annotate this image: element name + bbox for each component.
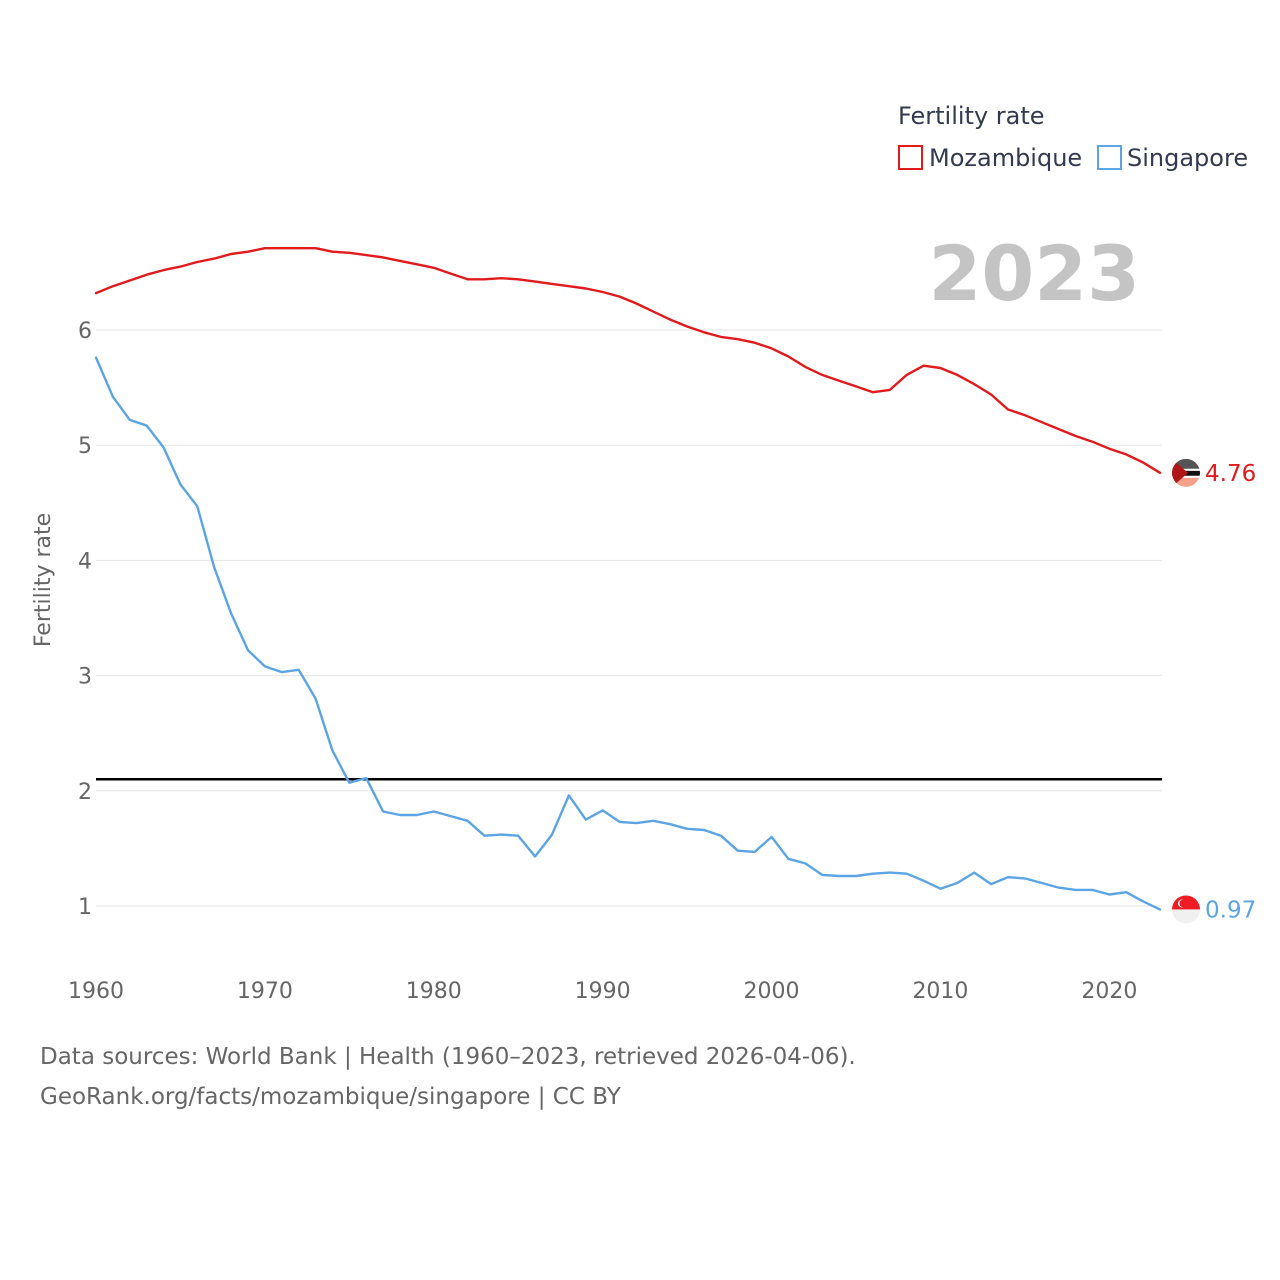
series-line-singapore [94, 356, 1162, 911]
x-tick-label: 1970 [237, 979, 293, 1004]
legend-item-singapore[interactable]: Singapore [1097, 144, 1248, 172]
x-tick-label: 2010 [912, 979, 968, 1004]
y-tick-label: 4 [78, 549, 92, 574]
y-tick-label: 2 [78, 780, 92, 805]
y-tick-label: 5 [78, 434, 92, 459]
x-tick-label: 1980 [406, 979, 462, 1004]
y-tick-label: 3 [78, 665, 92, 690]
y-axis-ticks: 1 2 3 4 5 6 [78, 319, 92, 920]
x-axis-ticks: 1960 1970 1980 1990 2000 2010 2020 [68, 979, 1137, 1004]
x-tick-label: 2000 [744, 979, 800, 1004]
series-line-mozambique [94, 246, 1162, 474]
legend-label-mozambique: Mozambique [929, 144, 1082, 172]
y-tick-label: 1 [78, 895, 92, 920]
y-tick-label: 6 [78, 319, 92, 344]
gridlines [96, 329, 1162, 907]
legend-swatch-singapore [1097, 145, 1122, 170]
footer-source: Data sources: World Bank | Health (1960–… [40, 1044, 856, 1070]
series-lines [94, 246, 1162, 911]
x-tick-label: 1990 [575, 979, 631, 1004]
singapore-flag-icon [1172, 895, 1200, 924]
legend-title: Fertility rate [898, 102, 1045, 130]
footer-url: GeoRank.org/facts/mozambique/singapore |… [40, 1084, 621, 1110]
end-label-mozambique: 4.76 [1205, 461, 1256, 487]
x-tick-label: 2020 [1081, 979, 1137, 1004]
legend-label-singapore: Singapore [1127, 144, 1248, 172]
year-label: 2023 [928, 229, 1140, 318]
mozambique-flag-icon [1172, 458, 1200, 487]
legend-swatch-mozambique [898, 145, 923, 170]
x-tick-label: 1960 [68, 979, 124, 1004]
end-label-singapore: 0.97 [1205, 897, 1256, 923]
legend-item-mozambique[interactable]: Mozambique [898, 144, 1082, 172]
y-axis-title: Fertility rate [31, 513, 56, 647]
